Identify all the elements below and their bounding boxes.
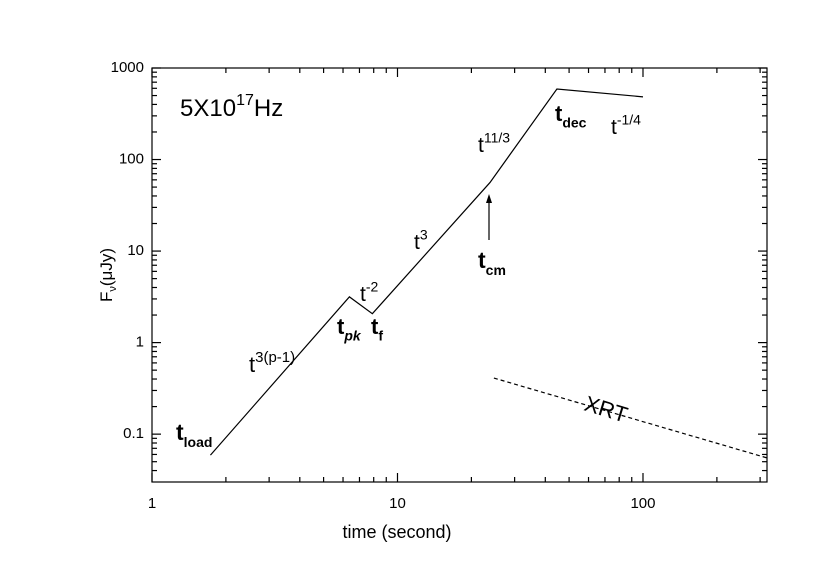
- y-tick-label: 100: [119, 151, 144, 168]
- annotation: t3(p-1): [249, 349, 295, 377]
- x-tick-label: 100: [630, 495, 655, 512]
- annotation-sup: 3(p-1): [255, 349, 295, 366]
- annotation: t3: [414, 227, 428, 254]
- annotation: t-1/4: [611, 112, 641, 139]
- annotation-sup: 11/3: [484, 130, 510, 146]
- annotation-text: t: [414, 231, 420, 254]
- annotation: tcm: [478, 247, 506, 278]
- annotation-text: t: [337, 314, 345, 339]
- annotation: tload: [176, 419, 212, 450]
- x-axis-label: time (second): [342, 522, 451, 542]
- annotation-text: t: [478, 247, 486, 273]
- annotation-sup: 17: [236, 92, 254, 109]
- annotation-text: t: [478, 134, 484, 157]
- annotation-sup: -2: [366, 279, 379, 295]
- y-tick-label: 1: [136, 334, 144, 351]
- annotation-sub: dec: [562, 115, 586, 131]
- series-line: [493, 377, 768, 459]
- y-tick-label: 0.1: [123, 425, 144, 442]
- annotation-text: t: [611, 116, 617, 139]
- annotation-text: t: [176, 419, 184, 445]
- annotation: XRT: [582, 391, 631, 428]
- annotation: tpk: [337, 314, 362, 344]
- y-label-after: (μJy): [97, 248, 116, 286]
- arrow-head: [486, 194, 492, 203]
- series-line: [209, 88, 644, 456]
- annotation-text: 5X10: [180, 95, 236, 122]
- annotation: t11/3: [478, 130, 510, 157]
- annotation-sup: -1/4: [617, 112, 641, 128]
- annotation-sub: cm: [486, 262, 506, 278]
- annotation-sub: load: [184, 434, 213, 450]
- annotation-sub: f: [378, 328, 383, 344]
- annotation: t-2: [360, 279, 379, 306]
- annotation-text: t: [360, 283, 366, 306]
- x-tick-label: 1: [148, 495, 156, 512]
- annotation-text: t: [371, 314, 379, 339]
- annotation: 5X1017Hz: [180, 92, 283, 122]
- y-label-sub: ν: [107, 286, 119, 292]
- annotation-sub: pk: [343, 328, 362, 344]
- y-tick-label: 10: [127, 242, 144, 259]
- annotation-sup: 3: [420, 227, 428, 243]
- annotation-text: XRT: [582, 391, 631, 428]
- annotation-text: t: [249, 352, 255, 377]
- annotation-text: t: [555, 101, 563, 126]
- annotation: tdec: [555, 101, 587, 131]
- annotation-after: Hz: [254, 95, 283, 122]
- y-tick-label: 1000: [111, 59, 144, 76]
- y-axis-label: Fν(μJy): [97, 248, 119, 302]
- y-label-base: F: [97, 292, 116, 302]
- annotation: tf: [371, 314, 383, 344]
- x-tick-label: 10: [389, 495, 406, 512]
- plot-frame: [151, 67, 768, 483]
